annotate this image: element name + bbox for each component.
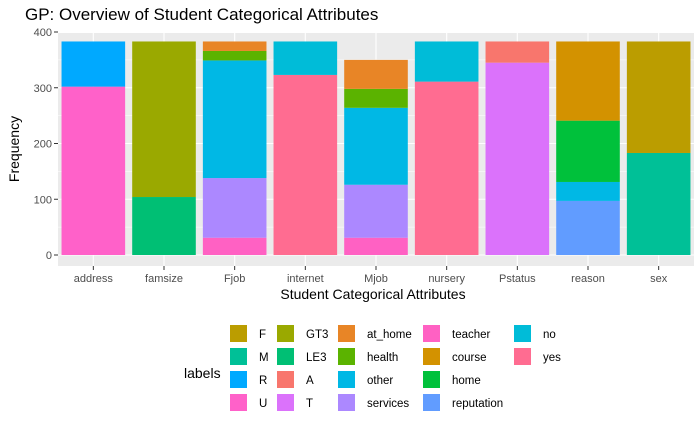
bar-segment-Fjob-at_home — [202, 41, 267, 51]
bar-segment-Fjob-health — [202, 50, 267, 61]
legend-label-T: T — [306, 398, 313, 410]
bar-segment-Mjob-services — [344, 184, 408, 238]
x-tick-label-address: address — [74, 273, 114, 285]
legend-key-teacher — [423, 325, 440, 342]
bar-segment-Fjob-teacher — [202, 237, 267, 255]
y-axis-title: Frequency — [6, 116, 22, 182]
x-tick-label-internet: internet — [287, 273, 324, 285]
legend-key-M — [230, 348, 247, 365]
bar-segment-Mjob-other — [344, 107, 408, 185]
legend-label-U: U — [259, 398, 267, 410]
legend-label-no: no — [543, 329, 556, 341]
x-tick-label-famsize: famsize — [145, 273, 183, 285]
bar-segment-sex-F — [626, 41, 691, 153]
legend-label-yes: yes — [543, 352, 561, 364]
x-tick-label-nursery: nursery — [428, 273, 465, 285]
y-tick-label: 200 — [34, 139, 52, 151]
legend-key-no — [514, 325, 531, 342]
bar-segment-Pstatus-A — [485, 41, 550, 63]
bars — [61, 41, 691, 256]
legend-key-LE3 — [277, 348, 294, 365]
legend-label-A: A — [306, 375, 314, 387]
legend-key-reputation — [423, 394, 440, 411]
chart-title: GP: Overview of Student Categorical Attr… — [25, 5, 378, 24]
legend-label-other: other — [367, 375, 393, 387]
legend-key-at_home — [338, 325, 355, 342]
y-tick-label: 100 — [34, 194, 52, 206]
legend-label-M: M — [259, 352, 269, 364]
legend-label-services: services — [367, 398, 409, 410]
bar-segment-reason-other — [556, 181, 620, 201]
x-tick-label-reason: reason — [571, 273, 605, 285]
legend-key-T — [277, 394, 294, 411]
legend-key-health — [338, 348, 355, 365]
legend-key-GT3 — [277, 325, 294, 342]
bar-segment-internet-yes — [273, 74, 338, 256]
legend-key-services — [338, 394, 355, 411]
x-tick-label-Mjob: Mjob — [364, 273, 388, 285]
y-tick-label: 0 — [46, 250, 52, 262]
legend-key-R — [230, 371, 247, 388]
bar-segment-reason-course — [556, 41, 620, 121]
legend-key-other — [338, 371, 355, 388]
y-axis-ticks: 0 100 200 300 400 — [34, 27, 58, 262]
legend-label-course: course — [452, 352, 487, 364]
legend-label-teacher: teacher — [452, 329, 491, 341]
legend-label-F: F — [259, 329, 266, 341]
bar-segment-Fjob-services — [202, 178, 267, 238]
x-tick-label-Pstatus: Pstatus — [499, 273, 536, 285]
bar-segment-address-R — [61, 41, 126, 87]
legend-label-reputation: reputation — [452, 398, 503, 410]
bar-segment-Mjob-health — [344, 88, 408, 108]
bar-segment-famsize-LE3 — [132, 197, 196, 255]
bar-segment-Pstatus-T — [485, 62, 550, 255]
y-tick-label: 400 — [34, 27, 52, 39]
legend-label-health: health — [367, 352, 398, 364]
legend-label-R: R — [259, 375, 267, 387]
y-tick-label: 300 — [34, 83, 52, 95]
bar-segment-address-U — [61, 86, 126, 255]
legend-key-U — [230, 394, 247, 411]
legend-key-F — [230, 325, 247, 342]
legend-key-course — [423, 348, 440, 365]
legend-key-A — [277, 371, 294, 388]
legend-title: labels — [184, 365, 221, 381]
bar-segment-reason-home — [556, 120, 620, 182]
x-tick-label-sex: sex — [650, 273, 668, 285]
bar-segment-sex-M — [626, 152, 691, 255]
x-axis-title: Student Categorical Attributes — [280, 286, 465, 302]
x-tick-label-Fjob: Fjob — [224, 273, 245, 285]
legend-label-at_home: at_home — [367, 329, 412, 341]
legend-label-GT3: GT3 — [306, 329, 328, 341]
legend-key-home — [423, 371, 440, 388]
bar-segment-nursery-yes — [414, 81, 479, 256]
bar-segment-Fjob-other — [202, 60, 267, 179]
bar-segment-Mjob-at_home — [344, 59, 408, 89]
bar-segment-internet-no — [273, 41, 338, 75]
bar-segment-reason-reputation — [556, 200, 620, 255]
x-axis-ticks: address famsize Fjob internet Mjob nursery Pst… — [74, 266, 668, 285]
bar-segment-Mjob-teacher — [344, 237, 408, 255]
legend-label-LE3: LE3 — [306, 352, 326, 364]
legend-label-home: home — [452, 375, 481, 387]
legend-key-yes — [514, 348, 531, 365]
bar-segment-nursery-no — [414, 41, 479, 82]
bar-segment-famsize-GT3 — [132, 41, 196, 198]
